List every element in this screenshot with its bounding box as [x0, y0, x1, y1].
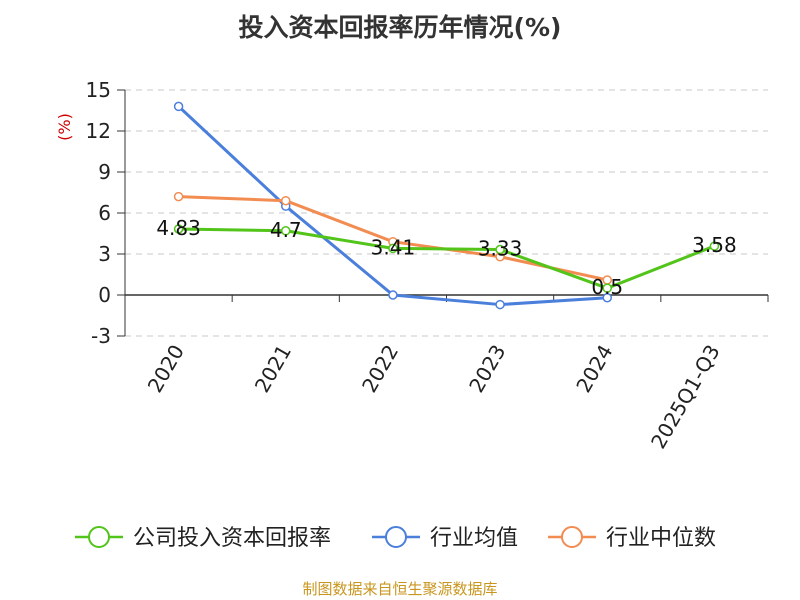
- series-line: [178, 227, 715, 290]
- gridlines: [125, 89, 768, 337]
- series-points: [173, 101, 720, 310]
- data-point: [495, 244, 505, 255]
- y-tick-label: -3: [91, 324, 111, 348]
- legend-label: 行业均值: [430, 526, 518, 551]
- data-label: 3.58: [692, 233, 737, 257]
- data-point: [388, 243, 398, 254]
- data-point: [602, 292, 612, 303]
- data-point: [495, 299, 505, 310]
- data-point: [281, 195, 291, 206]
- legend-marker: [385, 526, 407, 548]
- x-tick-labels: 2020 2021 2022 2023 2024 2025Q1-Q3: [143, 341, 725, 453]
- x-tick-label: 2021: [250, 341, 296, 397]
- y-tick-label: 15: [86, 78, 111, 102]
- y-tick-label: 3: [98, 242, 111, 266]
- y-tick-label: 0: [98, 283, 111, 307]
- data-point: [388, 290, 398, 300]
- data-label: 0.5: [591, 275, 623, 299]
- data-point: [173, 224, 184, 234]
- chart-title: 投入资本回报率历年情况(%): [238, 13, 562, 42]
- y-tick-labels: -3 0 3 6 9 12 15: [86, 78, 111, 348]
- x-tick-label: 2024: [571, 341, 617, 397]
- x-tick-label: 2022: [357, 341, 403, 397]
- legend-label: 行业中位数: [606, 526, 716, 551]
- series-line: [177, 105, 608, 307]
- y-tick-label: 9: [98, 160, 111, 184]
- legend-marker: [88, 526, 110, 548]
- legend-label: 公司投入资本回报率: [133, 526, 331, 551]
- series-lines: [177, 105, 715, 307]
- y-tick-label: 12: [86, 119, 111, 143]
- y-tick-label: 6: [98, 201, 111, 225]
- x-tick-label: 2025Q1-Q3: [646, 341, 725, 453]
- data-label: 3.33: [478, 236, 523, 260]
- data-labels: 4.83 4.7 3.41 3.33 0.5 3.58: [156, 216, 736, 299]
- y-axis-label: (%): [55, 113, 74, 141]
- legend-marker: [561, 526, 583, 548]
- source-note: 制图数据来自恒生聚源数据库: [302, 580, 498, 598]
- data-label: 3.41: [371, 235, 416, 259]
- x-tick-label: 2023: [464, 341, 510, 397]
- legend: 公司投入资本回报率 行业均值 行业中位数: [75, 526, 716, 551]
- data-point: [173, 101, 184, 112]
- data-point: [602, 283, 612, 293]
- data-point: [173, 191, 184, 202]
- data-point: [709, 241, 720, 251]
- data-point: [281, 226, 291, 236]
- data-label: 4.83: [156, 216, 201, 240]
- x-tick-label: 2020: [143, 341, 189, 397]
- data-label: 4.7: [270, 218, 302, 242]
